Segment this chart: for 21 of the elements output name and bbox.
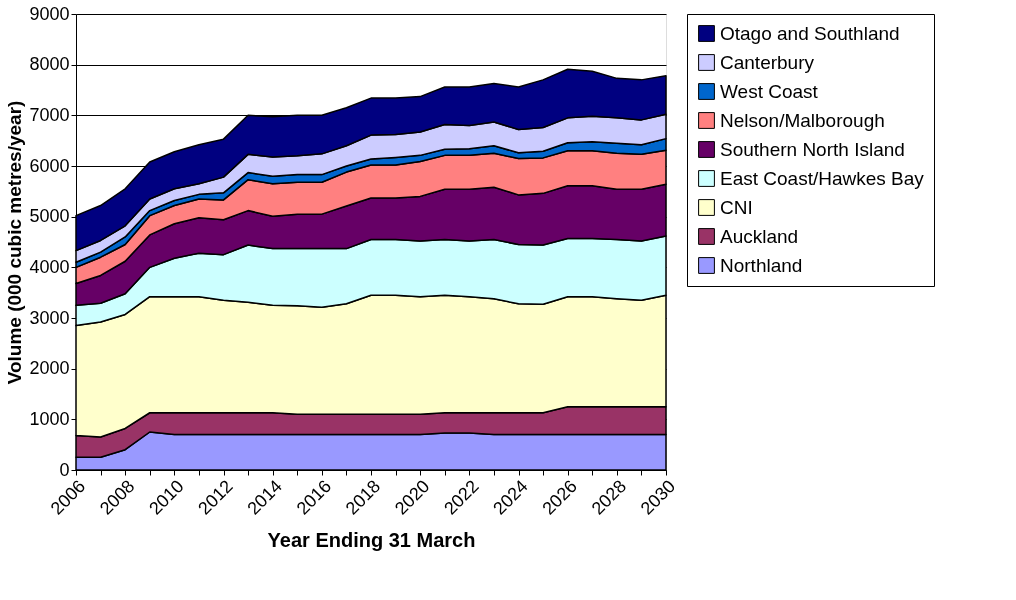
legend-label: Auckland — [720, 225, 799, 247]
y-tick-label: 6000 — [29, 155, 70, 176]
y-tick-label: 1000 — [29, 408, 70, 429]
y-tick-label: 8000 — [29, 54, 70, 75]
y-tick-label: 9000 — [29, 3, 70, 24]
y-tick-label: 4000 — [29, 256, 70, 277]
legend-label: West Coast — [720, 80, 819, 102]
legend-label: Otago and Southland — [720, 22, 900, 44]
y-tick-label: 2000 — [29, 358, 70, 379]
y-tick-label: 0 — [59, 459, 70, 480]
x-axis-title: Year Ending 31 March — [267, 528, 476, 551]
y-tick-label: 7000 — [29, 104, 70, 125]
legend-label: East Coast/Hawkes Bay — [720, 167, 925, 189]
legend-label: CNI — [720, 196, 753, 218]
y-tick-label: 5000 — [29, 206, 70, 227]
legend-label: Southern North Island — [720, 138, 905, 160]
legend-label: Canterbury — [720, 51, 815, 73]
y-tick-label: 3000 — [29, 307, 70, 328]
legend-label: Nelson/Malborough — [720, 109, 885, 131]
y-axis-title: Volume (000 cubic metres/year) — [4, 100, 26, 385]
legend-label: Northland — [720, 254, 803, 276]
